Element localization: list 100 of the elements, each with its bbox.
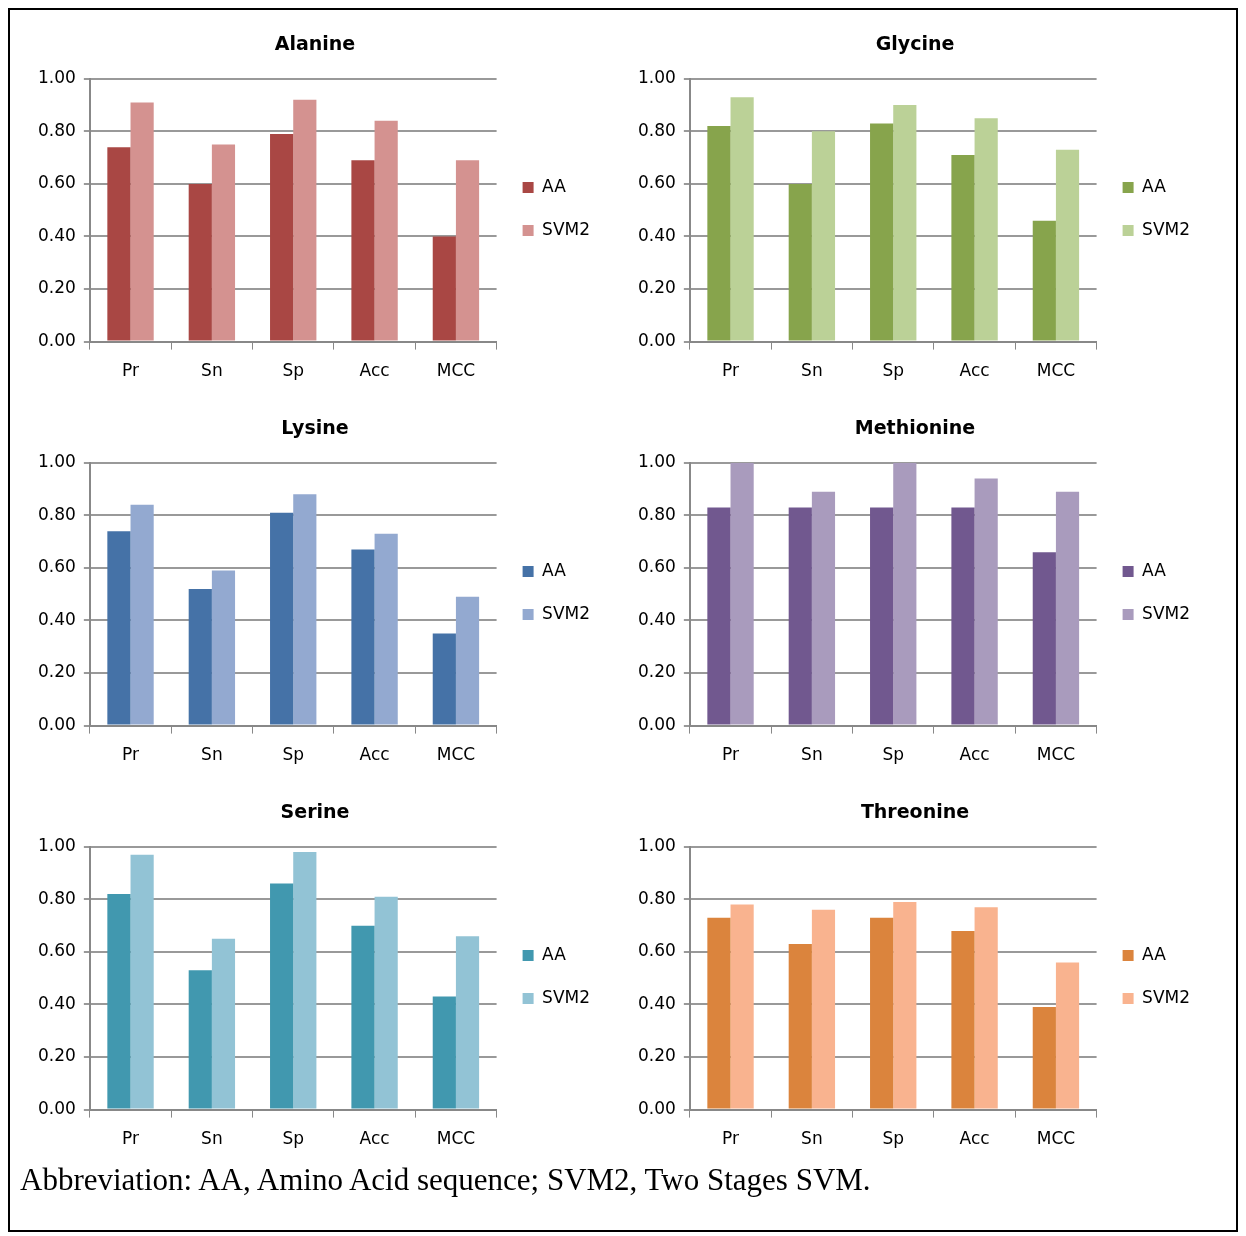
y-tick-label: 0.40 [637, 224, 676, 245]
bar [951, 155, 975, 341]
y-tick-label: 0.20 [637, 661, 676, 682]
x-tick-label: Sn [201, 360, 223, 381]
x-tick-label: Sp [282, 1128, 305, 1149]
y-tick-label: 0.40 [637, 608, 676, 629]
bar [730, 462, 754, 725]
x-tick-label: Sn [801, 744, 823, 765]
bar [351, 160, 375, 341]
bar [870, 123, 894, 341]
x-tick-label: MCC [436, 360, 476, 381]
bar [707, 126, 731, 341]
y-tick-label: 0.00 [637, 1098, 676, 1119]
x-tick-label: MCC [436, 744, 476, 765]
chart-title: Lysine [281, 416, 349, 439]
y-tick-label: 0.20 [37, 1045, 76, 1066]
legend-label: SVM2 [542, 602, 590, 623]
bar [351, 549, 375, 725]
bar [351, 925, 375, 1109]
bar [707, 917, 731, 1109]
bar [130, 102, 154, 341]
bar [270, 883, 294, 1109]
chart-title: Threonine [860, 800, 970, 823]
bar [893, 462, 917, 725]
bar [1032, 552, 1056, 725]
x-tick-label: Pr [122, 1128, 139, 1149]
y-tick-label: 0.20 [37, 661, 76, 682]
bar [211, 938, 236, 1109]
chart-title: Serine [280, 800, 350, 823]
y-tick-label: 0.00 [37, 1098, 76, 1119]
y-tick-label: 0.20 [637, 277, 676, 298]
bar [951, 930, 975, 1109]
bar [107, 894, 131, 1109]
bar [130, 854, 154, 1109]
bar [707, 507, 731, 725]
bar [432, 996, 456, 1109]
legend-label: AA [542, 559, 567, 580]
y-tick-label: 0.00 [637, 714, 676, 735]
legend-label: AA [1142, 943, 1167, 964]
x-tick-label: Pr [722, 360, 739, 381]
bar [951, 507, 975, 725]
y-tick-label: 1.00 [637, 451, 676, 472]
x-tick-label: Pr [722, 744, 739, 765]
x-tick-label: Acc [959, 1128, 990, 1149]
bar [374, 120, 398, 341]
bar [270, 512, 294, 725]
chart-title: Alanine [274, 32, 356, 55]
bar [811, 131, 836, 341]
y-tick-label: 0.60 [637, 940, 676, 961]
bar [788, 507, 812, 725]
bar [211, 570, 236, 725]
bar [1032, 220, 1056, 341]
x-tick-label: Acc [359, 744, 390, 765]
y-tick-label: 0.80 [637, 119, 676, 140]
bar [188, 970, 212, 1109]
x-tick-label: Pr [122, 744, 139, 765]
bar [730, 97, 754, 341]
bar [293, 852, 317, 1109]
bar [974, 118, 998, 341]
x-tick-label: Sn [201, 744, 223, 765]
bar [455, 596, 480, 725]
bar [811, 491, 836, 725]
x-tick-label: Sp [882, 1128, 905, 1149]
legend-label: SVM2 [1142, 986, 1190, 1007]
bar [974, 907, 998, 1109]
x-tick-label: Sp [282, 360, 305, 381]
bar [432, 236, 456, 341]
x-tick-label: MCC [1036, 1128, 1076, 1149]
x-tick-label: Pr [122, 360, 139, 381]
y-tick-label: 0.00 [37, 714, 76, 735]
bar [893, 901, 917, 1109]
x-tick-label: Sn [201, 1128, 223, 1149]
bar [374, 896, 398, 1109]
legend-label: AA [1142, 175, 1167, 196]
x-tick-label: Pr [722, 1128, 739, 1149]
legend-label: SVM2 [1142, 602, 1190, 623]
bar [870, 507, 894, 725]
bar [811, 909, 836, 1109]
y-tick-label: 0.20 [637, 1045, 676, 1066]
bar [270, 133, 294, 341]
x-tick-label: Acc [959, 360, 990, 381]
x-tick-label: Acc [359, 360, 390, 381]
bar [788, 183, 812, 341]
y-tick-label: 1.00 [37, 835, 76, 856]
y-tick-label: 0.00 [637, 330, 676, 351]
y-tick-label: 1.00 [637, 67, 676, 88]
y-tick-label: 0.40 [37, 224, 76, 245]
bar [188, 588, 212, 725]
y-tick-label: 0.60 [37, 556, 76, 577]
x-tick-label: Sn [801, 360, 823, 381]
bar [1032, 1007, 1056, 1109]
y-tick-label: 0.60 [37, 172, 76, 193]
y-tick-label: 0.80 [637, 503, 676, 524]
legend-label: SVM2 [1142, 218, 1190, 239]
y-tick-label: 0.60 [37, 940, 76, 961]
y-tick-label: 0.40 [37, 992, 76, 1013]
legend-label: AA [542, 175, 567, 196]
legend-label: SVM2 [542, 986, 590, 1007]
text: Abbreviation: AA, Amino Acid sequence; SVM2, Two Stages SVM. [20, 1162, 871, 1198]
x-tick-label: Sp [282, 744, 305, 765]
